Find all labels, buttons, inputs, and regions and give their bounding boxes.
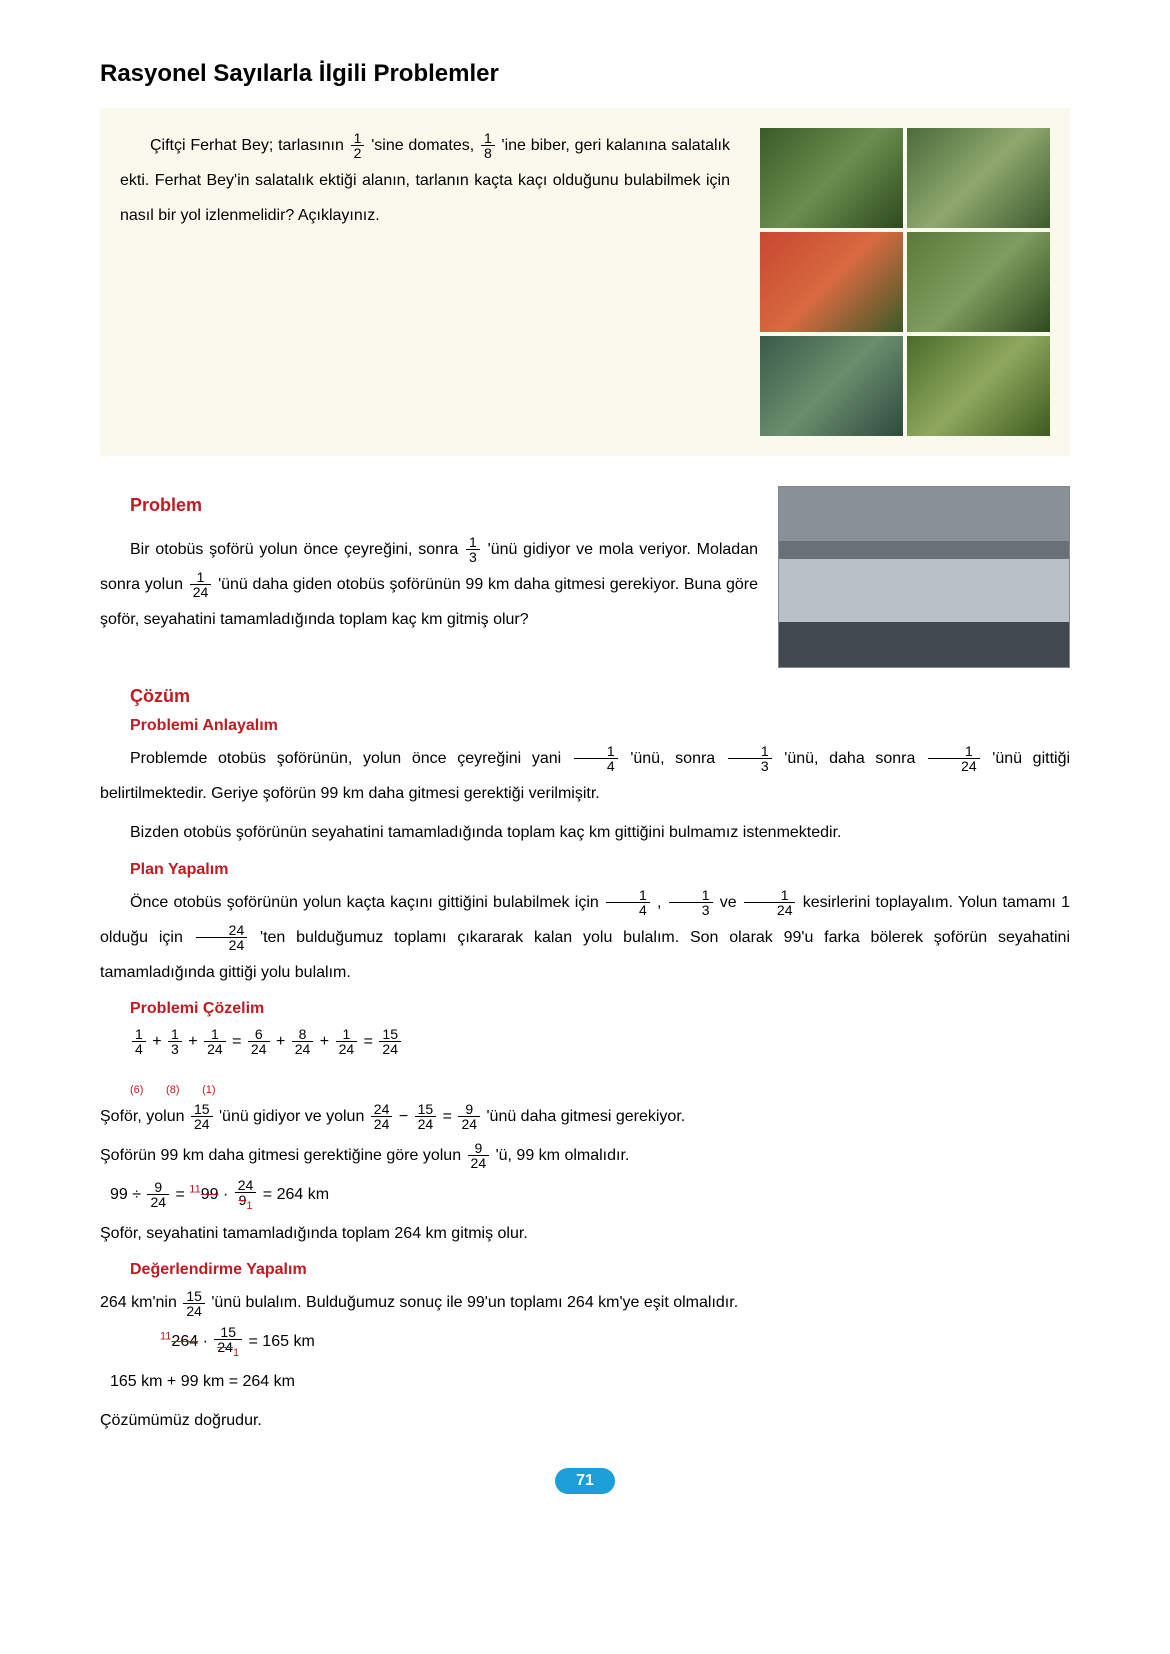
anly-frac-2: 1 3 [728,744,772,773]
l2-frac-2: 24 24 [371,1102,393,1131]
eq2-frac-2: 24 91 [235,1178,257,1212]
eq1-frac-7: 15 24 [379,1027,401,1056]
lcd-2: (8) [166,1078,179,1102]
equation-3: 11264 · 15 241 = 165 km [160,1324,1070,1359]
intro-frac-1: 1 2 [351,131,365,160]
dg-frac-1: 15 24 [183,1289,205,1318]
eq1-frac-5: 8 24 [292,1027,314,1056]
intro-section: Çiftçi Ferhat Bey; tarlasının 1 2 'sine … [100,108,1070,456]
deger-heading: Değerlendirme Yapalım [130,1261,1070,1279]
plan-t1: Önce otobüs şoförünün yolun kaçta kaçını… [130,894,604,911]
anly-t2: 'ünü, sonra [630,750,726,767]
problem-frac-1: 1 3 [466,535,480,564]
anly-frac-1: 1 4 [574,744,618,773]
eq2-strike-1: 99 [201,1186,219,1203]
l3-t1: Şoförün 99 km daha gitmesi gerektiğine g… [100,1147,466,1164]
plan-frac-2: 1 3 [669,888,713,917]
intro-image-grid [760,128,1050,436]
eq3-strike-1: 264 [171,1333,198,1350]
plan-p1: Önce otobüs şoförünün yolun kaçta kaçını… [100,885,1070,991]
anly-t3: 'ünü, daha sonra [784,750,926,767]
eq1-frac-6: 1 24 [336,1027,358,1056]
l2-t2: 'ünü gidiyor ve yolun [219,1108,369,1125]
garden-image-cell [760,232,903,332]
dg-t2: 'ünü bulalım. Bulduğumuz sonuç ile 99'un… [211,1294,738,1311]
garden-image-cell [907,232,1050,332]
plan-sep1: , [657,894,667,911]
l2-t1: Şoför, yolun [100,1108,189,1125]
intro-frac-2: 1 8 [481,131,495,160]
lcd-3: (1) [202,1078,215,1102]
l2-frac-3: 15 24 [415,1102,437,1131]
anlayalim-p2: Bizden otobüs şoförünün seyahatini tamam… [100,815,1070,850]
l3-t2: 'ü, 99 km olmalıdır. [496,1147,630,1164]
cozum-heading: Çözüm [130,686,1070,707]
intro-t2: 'sine domates, [371,137,479,154]
intro-text: Çiftçi Ferhat Bey; tarlasının 1 2 'sine … [120,128,740,234]
deger-line: 264 km'nin 15 24 'ünü bulalım. Bulduğumu… [100,1285,1070,1320]
l2-frac-4: 9 24 [458,1102,480,1131]
intro-t1: Çiftçi Ferhat Bey; tarlasının [150,137,349,154]
anly-frac-3: 1 24 [928,744,980,773]
equation-2: 99 ÷ 9 24 = 1199 · 24 91 = 264 km [110,1177,1070,1212]
problem-t1: Bir otobüs şoförü yolun önce çeyreğini, … [130,541,464,558]
eq2-sup: 11 [189,1184,200,1196]
cozelim-heading: Problemi Çözelim [130,1000,1070,1018]
problem-heading: Problem [130,486,758,526]
anly-t1: Problemde otobüs şoförünün, yolun önce ç… [130,750,572,767]
page-title: Rasyonel Sayılarla İlgili Problemler [100,60,1070,88]
garden-image-cell [907,128,1050,228]
equation-1: 1 4 (6) + 1 3 (8) + 1 24 (1) = 6 24 + [130,1024,1070,1094]
eq3-frac-1: 15 241 [214,1325,242,1359]
eq1-frac-1: 1 4 [132,1027,146,1056]
garden-image-cell [760,336,903,436]
eq1-frac-2: 1 3 [168,1027,182,1056]
lcd-1: (6) [130,1078,143,1102]
problem-frac-2: 1 24 [190,570,212,599]
anlayalim-p1: Problemde otobüs şoförünün, yolun önce ç… [100,741,1070,811]
anlayalim-heading: Problemi Anlayalım [130,717,1070,735]
final-line: Çözümümüz doğrudur. [100,1403,1070,1438]
garden-image-cell [907,336,1050,436]
eq1-frac-4: 6 24 [248,1027,270,1056]
eq1-frac-3: 1 24 [204,1027,226,1056]
l2-frac-1: 15 24 [191,1102,213,1131]
plan-frac-1: 1 4 [606,888,650,917]
plan-frac-4: 24 24 [196,923,248,952]
solve-line-4: Şoför, seyahatini tamamladığında toplam … [100,1216,1070,1251]
eq2-a: 99 ÷ [110,1186,145,1203]
solve-line-2: Şoför, yolun 15 24 'ünü gidiyor ve yolun… [100,1099,1070,1134]
eq2-frac-1: 9 24 [147,1180,169,1209]
page-number: 71 [555,1468,615,1494]
garden-image-cell [760,128,903,228]
problem-section: Problem Bir otobüs şoförü yolun önce çey… [100,486,1070,668]
plan-frac-3: 1 24 [744,888,796,917]
bus-image [778,486,1070,668]
plan-heading: Plan Yapalım [130,861,1070,879]
equation-4: 165 km + 99 km = 264 km [110,1364,1070,1399]
dg-t1: 264 km'nin [100,1294,181,1311]
problem-text: Problem Bir otobüs şoförü yolun önce çey… [100,486,758,637]
solve-line-3: Şoförün 99 km daha gitmesi gerektiğine g… [100,1138,1070,1173]
page: Rasyonel Sayılarla İlgili Problemler Çif… [0,0,1170,1534]
l2-t3: 'ünü daha gitmesi gerekiyor. [486,1108,685,1125]
plan-t2: ve [720,894,742,911]
l3-frac-1: 9 24 [468,1141,490,1170]
eq3-sup: 11 [160,1331,171,1343]
